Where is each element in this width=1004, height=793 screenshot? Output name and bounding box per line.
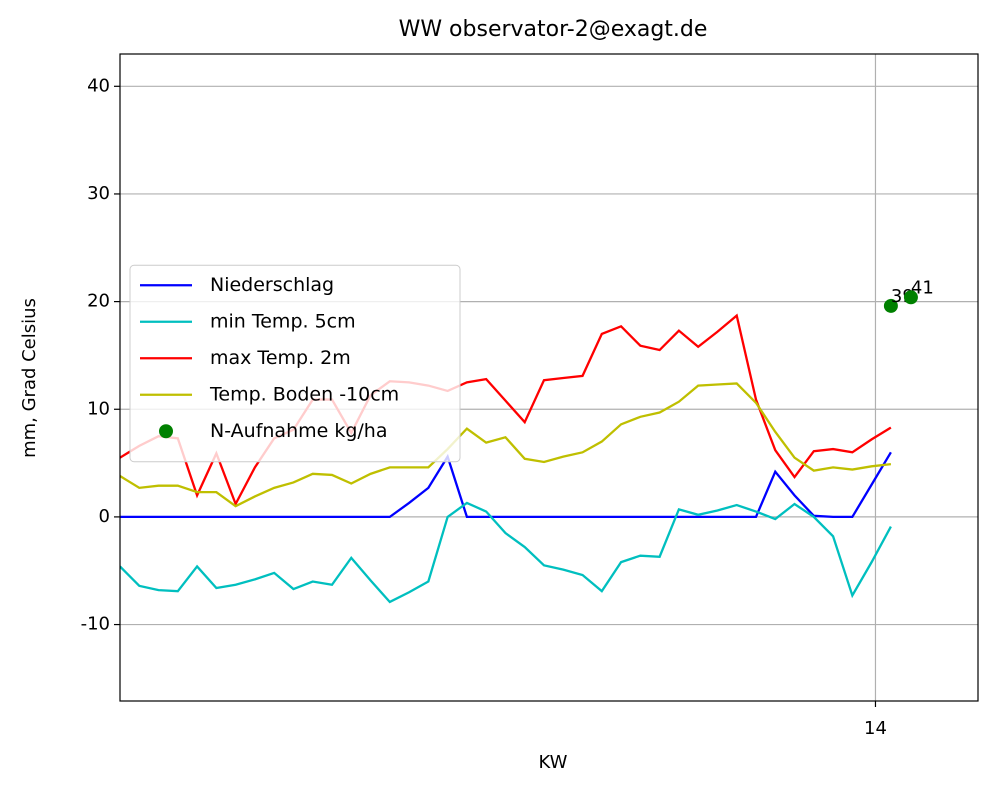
y-tick-label: 0: [99, 506, 110, 527]
data-line: [120, 451, 892, 519]
legend-marker: [159, 424, 173, 439]
data-point: [883, 298, 898, 313]
legend-label: Niederschlag: [210, 274, 334, 296]
x-axis-label: KW: [539, 752, 568, 773]
y-tick-label: -10: [81, 614, 110, 635]
legend-label: Temp. Boden -10cm: [209, 383, 399, 405]
chart-title: WW observator-2@exagt.de: [399, 17, 708, 42]
x-tick-label: 14: [864, 718, 887, 739]
data-line: [120, 313, 892, 507]
legend-label: max Temp. 2m: [210, 347, 351, 369]
data-line: [120, 382, 892, 508]
legend-box: [129, 264, 461, 463]
y-tick-label: 20: [87, 291, 110, 312]
y-axis-label: mm, Grad Celsius: [19, 298, 40, 458]
y-tick-label: 40: [87, 75, 110, 96]
point-label: 41: [911, 277, 934, 298]
legend-label: min Temp. 5cm: [210, 310, 356, 332]
legend-label: N-Aufnahme kg/ha: [210, 420, 388, 442]
y-tick-label: 30: [87, 183, 110, 204]
data-line: [120, 501, 892, 604]
y-tick-label: 10: [87, 398, 110, 419]
data-point: [903, 290, 918, 305]
plot-frame: [119, 53, 979, 702]
